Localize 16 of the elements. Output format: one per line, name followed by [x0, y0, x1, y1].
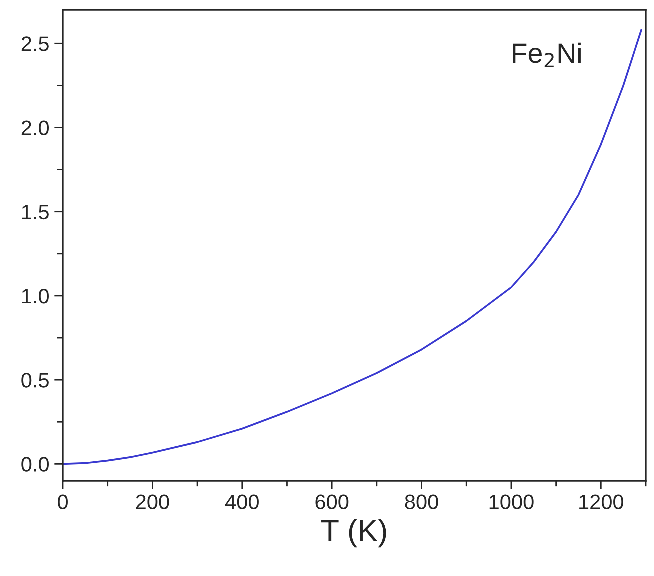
- y-tick-label: 2.0: [22, 120, 49, 136]
- y-tick-label: 0.5: [22, 373, 49, 388]
- y-tick-label: 1.0: [22, 288, 49, 304]
- x-axis-title: T (K): [322, 519, 386, 548]
- x-tick-label: 200: [136, 494, 170, 510]
- x-tick-label: 0: [58, 494, 68, 510]
- x-tick-label: 1000: [490, 494, 534, 510]
- y-tick-label: 0.0: [22, 457, 49, 472]
- x-tick-label: 400: [225, 494, 259, 510]
- annotation: Fe$_{2}$Ni: [513, 42, 581, 68]
- line-series: [63, 29, 642, 466]
- y-tick-label: 1.5: [22, 205, 49, 220]
- y-tick-label: 2.5: [22, 36, 49, 52]
- x-tick-label: 600: [316, 494, 349, 510]
- x-tick-label: 1200: [580, 494, 624, 510]
- x-tick-label: 800: [405, 494, 438, 510]
